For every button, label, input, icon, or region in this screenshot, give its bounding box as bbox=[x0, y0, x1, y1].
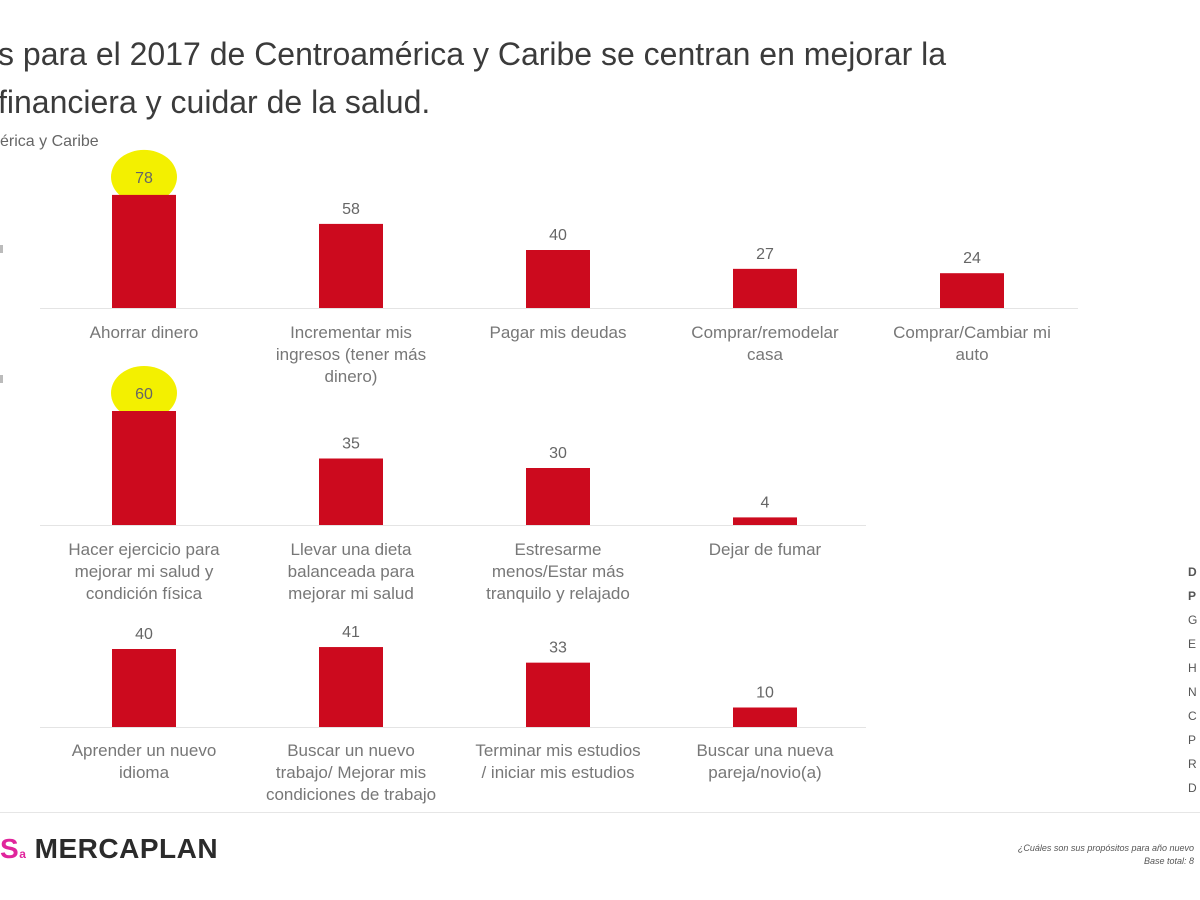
highlight-circle bbox=[111, 149, 177, 204]
footnote: ¿Cuáles son sus propósitos para año nuev… bbox=[1018, 842, 1194, 868]
survey-question: ¿Cuáles son sus propósitos para año nuev… bbox=[1017, 843, 1194, 853]
side-legend-item: H bbox=[1188, 661, 1197, 675]
bar bbox=[733, 517, 797, 525]
logo-mark: Sa bbox=[0, 833, 27, 864]
bar bbox=[112, 194, 176, 308]
bar bbox=[940, 273, 1004, 308]
side-legend-item: E bbox=[1188, 637, 1197, 651]
bar bbox=[526, 468, 590, 525]
left-edge-mark bbox=[0, 245, 3, 253]
category-label: Comprar/Cambiar mi auto bbox=[893, 323, 1051, 364]
data-label: 41 bbox=[342, 624, 360, 641]
category-label: Ahorrar dinero bbox=[89, 323, 199, 342]
bar bbox=[112, 649, 176, 727]
data-label: 58 bbox=[342, 201, 360, 218]
side-legend-item: D bbox=[1188, 781, 1197, 795]
highlight-circle bbox=[111, 366, 177, 420]
side-legend-item: C bbox=[1188, 709, 1197, 723]
category-label: Buscar una nueva pareja/novio(a) bbox=[696, 741, 834, 782]
side-legend-item: P bbox=[1188, 733, 1197, 747]
survey-base: Base total: 8 bbox=[1143, 856, 1194, 866]
category-label: Dejar de fumar bbox=[708, 540, 822, 559]
side-legend-item: R bbox=[1188, 757, 1197, 771]
category-label: Hacer ejercicio para mejorar mi salud y … bbox=[68, 540, 220, 603]
logo-name: MERCAPLAN bbox=[34, 833, 219, 864]
footer-divider bbox=[0, 812, 1200, 813]
bar bbox=[733, 707, 797, 727]
left-edge-mark bbox=[0, 375, 3, 383]
data-label: 40 bbox=[135, 626, 153, 643]
bar bbox=[526, 662, 590, 727]
data-label: 60 bbox=[135, 386, 153, 403]
category-label: Aprender un nuevo idioma bbox=[71, 741, 217, 782]
side-legend-item: G bbox=[1188, 613, 1198, 627]
category-label: Buscar un nuevo trabajo/ Mejorar mis con… bbox=[265, 741, 437, 804]
side-legend-header-2: P bbox=[1188, 589, 1197, 603]
bar bbox=[319, 223, 383, 308]
data-label: 40 bbox=[549, 227, 567, 244]
chart-subtitle: érica y Caribe bbox=[0, 133, 99, 150]
data-label: 33 bbox=[549, 640, 567, 657]
side-legend-item: N bbox=[1188, 685, 1197, 699]
data-label: 24 bbox=[963, 250, 981, 267]
mercaplan-logo: Sa MERCAPLAN bbox=[0, 833, 218, 865]
category-label: Estresarme menos/Estar más tranquilo y r… bbox=[486, 540, 630, 603]
bar bbox=[319, 647, 383, 727]
category-label: Terminar mis estudios / iniciar mis estu… bbox=[475, 741, 641, 782]
category-label: Incrementar mis ingresos (tener más dine… bbox=[275, 323, 427, 386]
side-legend-cropped: D P G E H N C P R D bbox=[1188, 560, 1200, 800]
data-label: 35 bbox=[342, 436, 360, 453]
data-label: 78 bbox=[135, 170, 153, 187]
bar bbox=[319, 458, 383, 525]
bar bbox=[112, 411, 176, 525]
side-legend-header-1: D bbox=[1188, 565, 1197, 579]
category-label: Comprar/remodelar casa bbox=[691, 323, 839, 364]
bar bbox=[733, 268, 797, 308]
page-title: s para el 2017 de Centroamérica y Caribe… bbox=[0, 30, 1200, 126]
category-label: Pagar mis deudas bbox=[489, 323, 627, 342]
title-line-2: financiera y cuidar de la salud. bbox=[0, 84, 431, 120]
data-label: 30 bbox=[549, 445, 567, 462]
data-label: 27 bbox=[756, 246, 774, 263]
data-label: 10 bbox=[756, 685, 774, 702]
title-line-1: s para el 2017 de Centroamérica y Caribe… bbox=[0, 36, 947, 72]
data-label: 4 bbox=[761, 494, 770, 511]
bar bbox=[526, 250, 590, 308]
category-label: Llevar una dieta balanceada para mejorar… bbox=[287, 540, 415, 603]
